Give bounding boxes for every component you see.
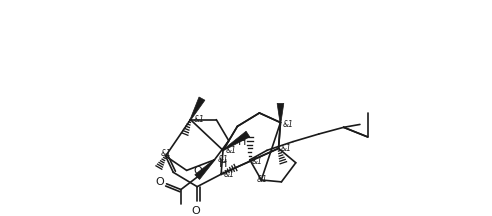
Text: &1: &1 [161, 149, 172, 158]
Text: &1: &1 [252, 157, 263, 166]
Text: &1: &1 [282, 120, 293, 129]
Polygon shape [277, 103, 284, 122]
Text: H: H [219, 159, 227, 169]
Text: &1: &1 [217, 155, 228, 164]
Text: O: O [194, 166, 203, 176]
Text: &1: &1 [256, 175, 268, 184]
Text: &1: &1 [224, 170, 235, 179]
Text: &1: &1 [280, 144, 291, 153]
Polygon shape [190, 97, 205, 120]
Text: H: H [238, 137, 246, 147]
Polygon shape [223, 131, 250, 151]
Text: O: O [192, 206, 201, 216]
Text: &1: &1 [226, 146, 237, 155]
Text: &1: &1 [193, 115, 204, 124]
Text: O: O [155, 177, 164, 187]
Polygon shape [195, 160, 215, 179]
